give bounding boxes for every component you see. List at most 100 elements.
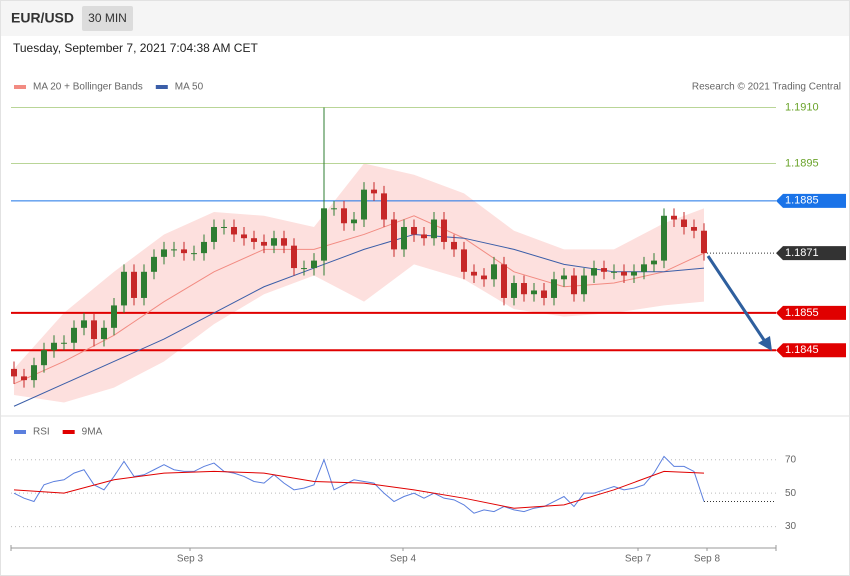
candle-body [551,279,557,298]
candle-body [161,249,167,257]
forecast-arrow [706,255,768,344]
interval-box[interactable] [82,6,133,31]
candle-body [421,234,427,239]
candle-body [611,271,617,273]
legend-label: 9MA [82,427,103,438]
candle-body [601,268,607,272]
candle-body [271,238,277,246]
candle-body [301,268,307,270]
candle-body [571,275,577,295]
candle-body [41,350,47,366]
legend-swatch [14,430,26,434]
y-tick-label: 30 [785,521,797,532]
legend-swatch [155,85,168,89]
candle-body [241,234,247,239]
ma-line [13,233,705,407]
level-tag [776,193,846,208]
candle-body [321,208,327,261]
forecast-arrowhead [758,336,772,351]
candle-body [371,189,377,194]
candle-body [511,283,517,298]
header-bar [1,1,849,36]
candle-body [51,342,57,351]
level-tag [776,343,846,358]
x-tick-label: Sep 7 [625,554,652,565]
candle-body [211,226,217,242]
candle-body [191,253,197,255]
candle-body [411,226,417,235]
interval[interactable]: 30 MIN [88,11,127,25]
candle-body [481,275,487,280]
candle-body [431,219,437,239]
candle-body [201,241,207,254]
symbol: EUR/USD [11,10,74,26]
candle-body [361,189,367,220]
candle-body [441,219,447,242]
candle-body [391,219,397,250]
candle-body [521,283,527,295]
level-tag [776,305,846,320]
candle-body [281,238,287,246]
candle-body [581,275,587,295]
candle-body [641,264,647,272]
candle-body [401,226,407,250]
candle-body [231,226,237,235]
candle-body [171,249,177,251]
candle-body [351,219,357,224]
level-label: 1.1871 [785,247,819,259]
candle-body [331,208,337,210]
candle-body [121,271,127,306]
level-tag [776,246,846,261]
candle-body [311,260,317,269]
candle-body [451,241,457,250]
candle-body [471,271,477,276]
rsi-line [13,455,705,514]
candle-body [701,230,707,254]
candle-body [221,226,227,228]
level-label: 1.1845 [785,344,819,356]
legend-swatch [62,430,75,434]
level-label: 1.1910 [785,101,819,113]
candle-body [291,245,297,269]
candle-body [671,215,677,220]
candle-body [651,260,657,265]
candle-body [381,193,387,220]
y-tick-label: 50 [785,488,797,499]
bollinger-band [14,163,704,403]
candle-body [261,241,267,246]
x-tick-label: Sep 8 [694,554,721,565]
candle-body [181,249,187,254]
candle-body [691,226,697,231]
legend-label: MA 20 + Bollinger Bands [33,82,143,93]
level-label: 1.1895 [785,157,819,169]
candle-body [151,256,157,272]
candle-body [111,305,117,328]
candle-body [81,320,87,328]
x-tick-label: Sep 3 [177,554,204,565]
legend-label: RSI [33,427,50,438]
candle-body [31,365,37,381]
candle-body [621,271,627,276]
candle-body [561,275,567,280]
candle-body [661,215,667,261]
candle-body [71,327,77,343]
timestamp: Tuesday, September 7, 2021 7:04:38 AM CE… [13,41,258,55]
candle-body [141,271,147,298]
legend-label: MA 50 [175,82,204,93]
candle-body [21,376,27,381]
ma-line [13,215,705,385]
candle-body [591,268,597,276]
x-tick-label: Sep 4 [390,554,417,565]
candle-body [531,290,537,295]
y-tick-label: 70 [785,454,797,465]
rsi-line [13,470,705,509]
level-label: 1.1885 [785,195,819,207]
source: Research © 2021 Trading Central [692,82,841,93]
legend-swatch [14,85,26,89]
candle-body [251,238,257,242]
candle-body [101,327,107,340]
candle-body [631,271,637,276]
candle-body [491,264,497,280]
level-label: 1.1855 [785,307,819,319]
